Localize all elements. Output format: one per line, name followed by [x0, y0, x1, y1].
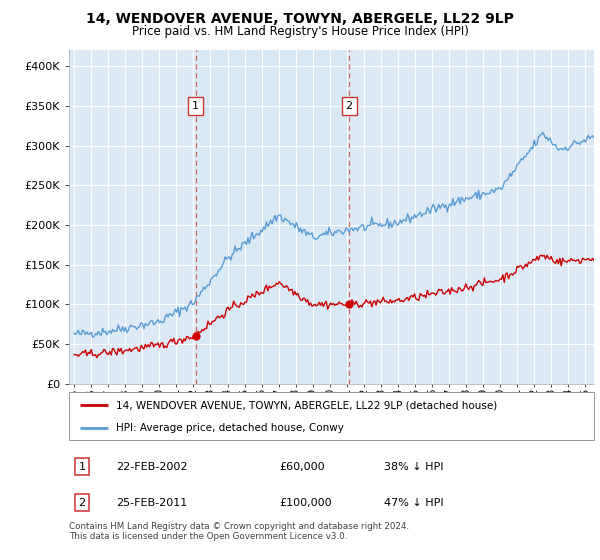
Text: HPI: Average price, detached house, Conwy: HPI: Average price, detached house, Conw… — [116, 423, 344, 433]
Text: 2: 2 — [346, 101, 353, 111]
Text: 1: 1 — [79, 462, 86, 472]
Text: £60,000: £60,000 — [279, 462, 325, 472]
Text: 38% ↓ HPI: 38% ↓ HPI — [384, 462, 443, 472]
Text: Price paid vs. HM Land Registry's House Price Index (HPI): Price paid vs. HM Land Registry's House … — [131, 25, 469, 38]
Text: 22-FEB-2002: 22-FEB-2002 — [116, 462, 188, 472]
Text: 14, WENDOVER AVENUE, TOWYN, ABERGELE, LL22 9LP (detached house): 14, WENDOVER AVENUE, TOWYN, ABERGELE, LL… — [116, 400, 497, 410]
Bar — [196, 50, 349, 384]
Text: 2: 2 — [79, 498, 86, 507]
Text: 14, WENDOVER AVENUE, TOWYN, ABERGELE, LL22 9LP: 14, WENDOVER AVENUE, TOWYN, ABERGELE, LL… — [86, 12, 514, 26]
Text: Contains HM Land Registry data © Crown copyright and database right 2024.
This d: Contains HM Land Registry data © Crown c… — [69, 522, 409, 542]
Text: 1: 1 — [192, 101, 199, 111]
Text: 25-FEB-2011: 25-FEB-2011 — [116, 498, 187, 507]
Text: 47% ↓ HPI: 47% ↓ HPI — [384, 498, 443, 507]
Text: £100,000: £100,000 — [279, 498, 332, 507]
